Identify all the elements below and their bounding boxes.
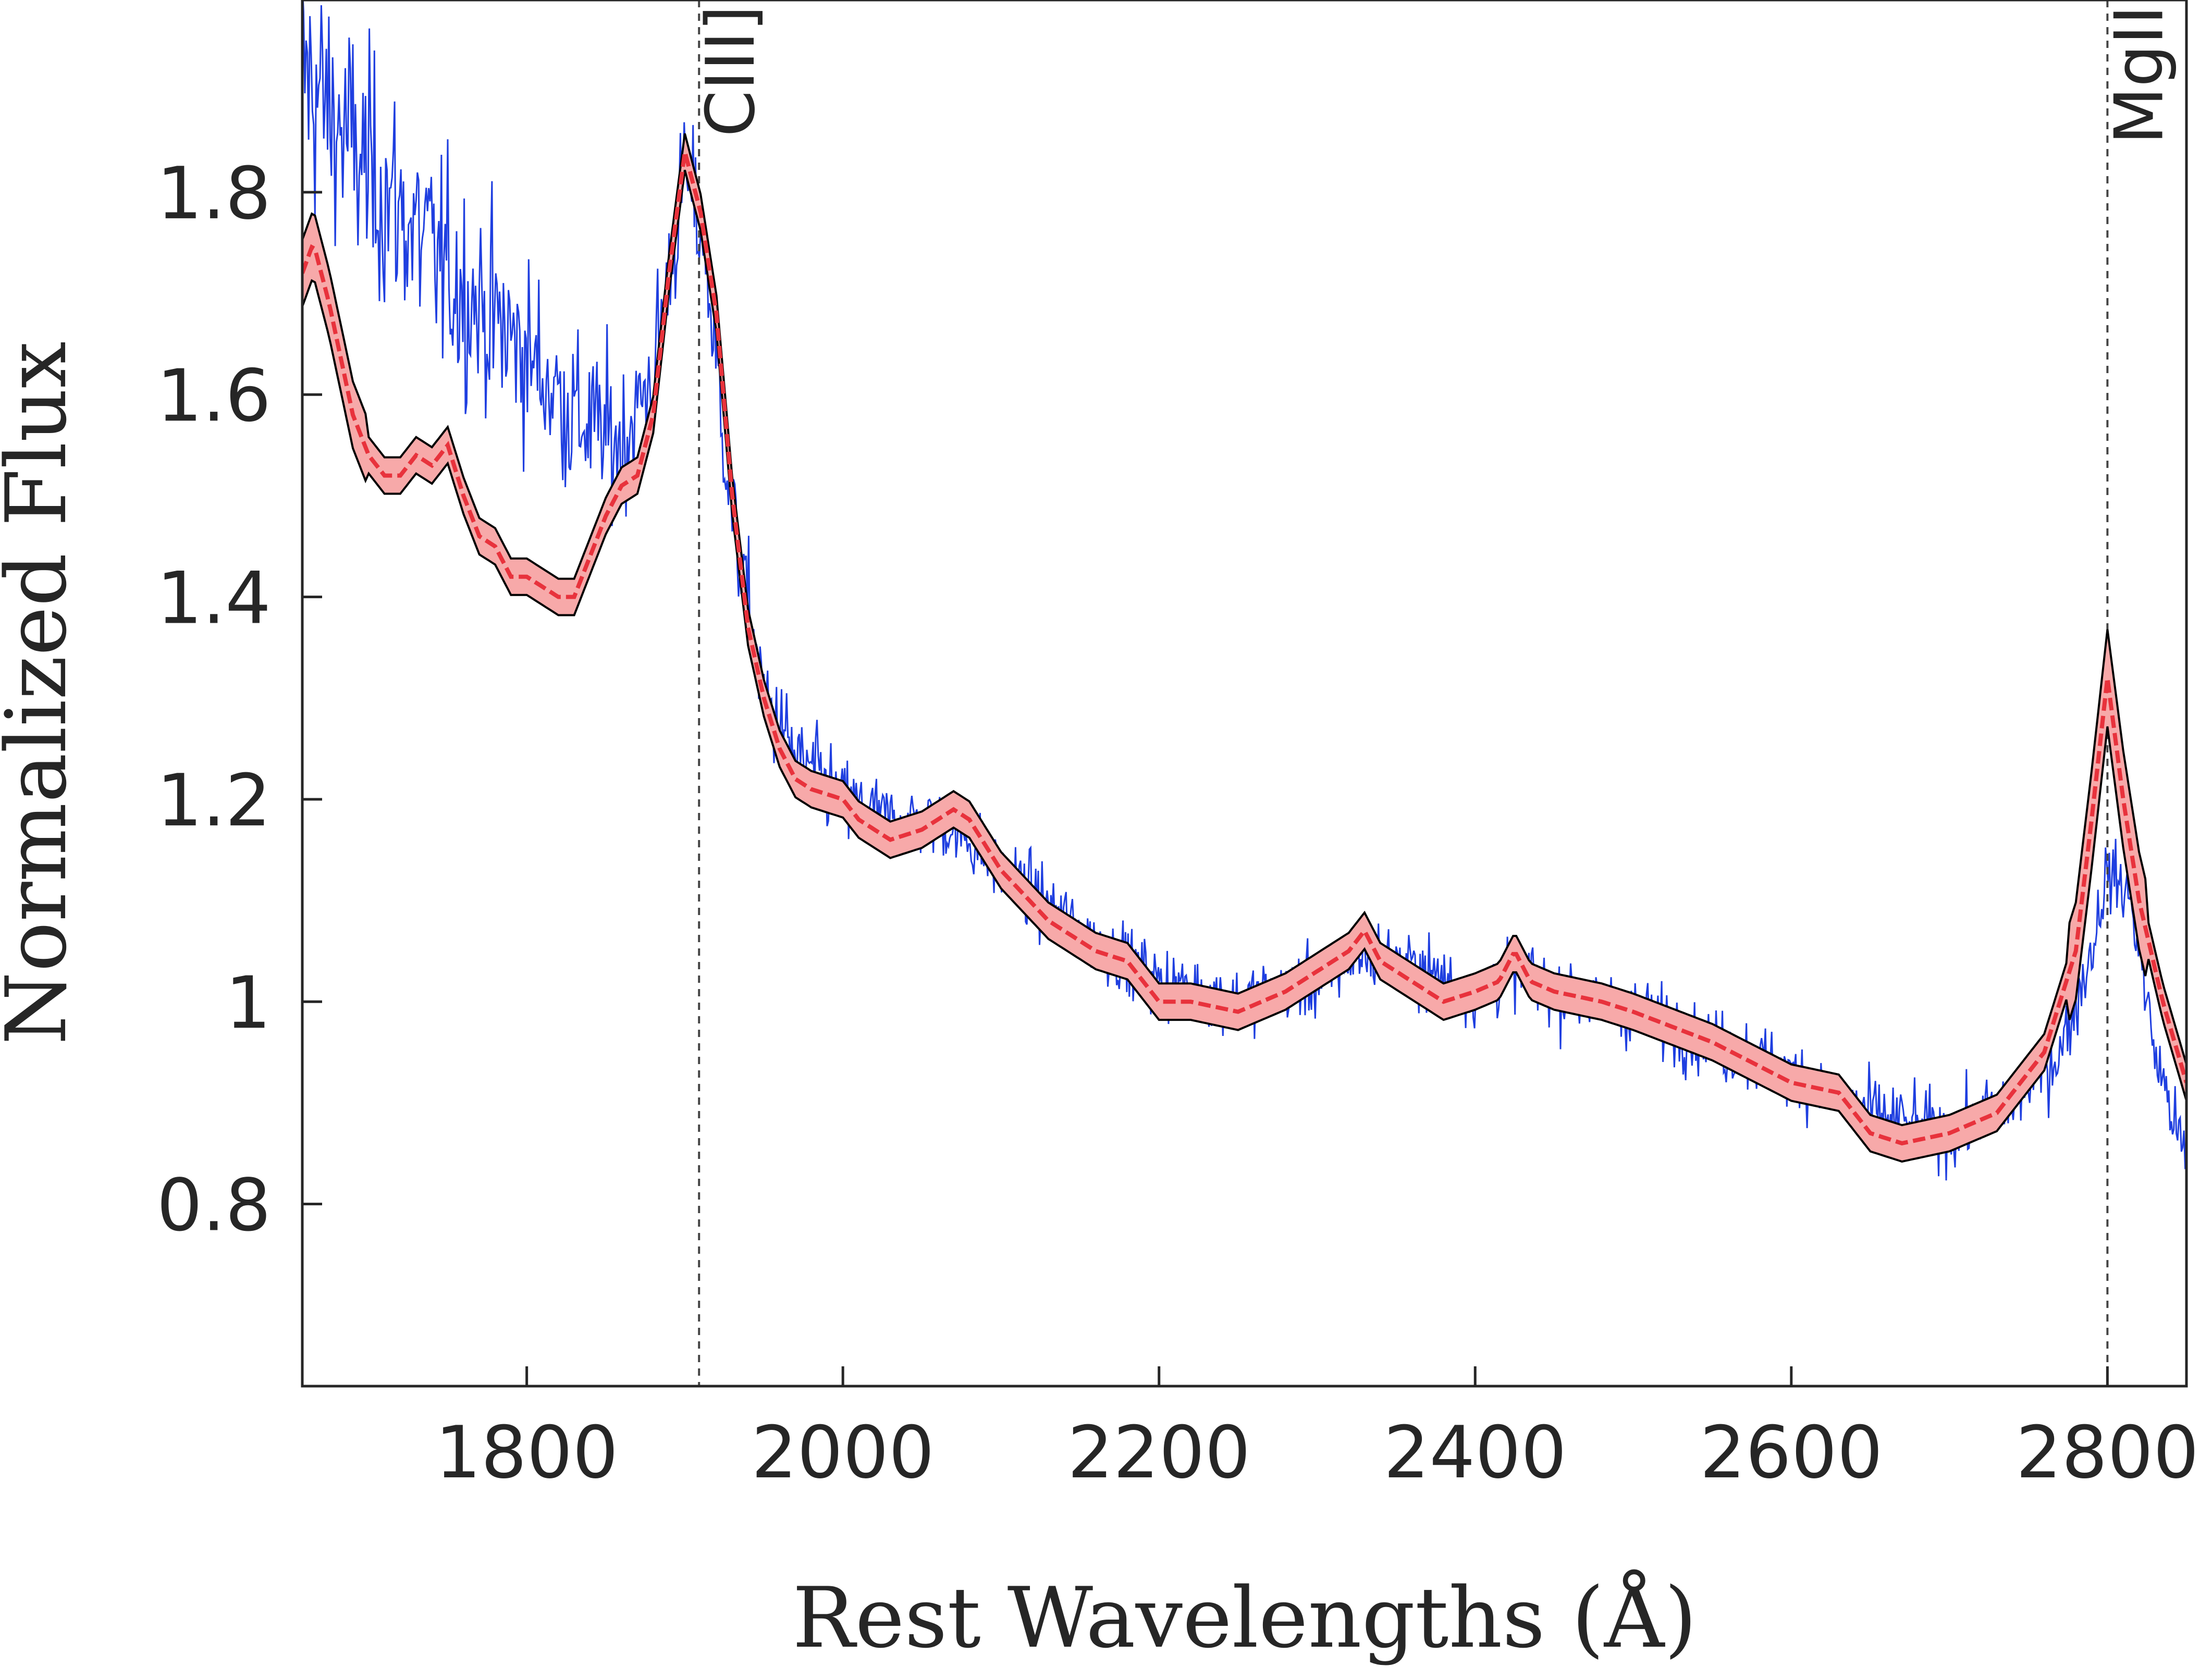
y-axis: 0.8 1 1.2 1.4 1.6 1.8 — [157, 152, 322, 1248]
plot-frame — [301, 0, 2188, 1388]
x-tick-label-3: 2400 — [1384, 1411, 1567, 1495]
emission-line-label-1: MgII — [2100, 5, 2178, 144]
x-tick-label-5: 2800 — [2016, 1411, 2199, 1495]
fit-lower-bound-line — [302, 169, 2186, 1163]
y-axis-title: Normalized Flux — [0, 341, 85, 1045]
y-tick-label-1: 1 — [225, 961, 271, 1045]
x-tick-label-0: 1800 — [435, 1411, 618, 1495]
x-tick-label-4: 2600 — [1700, 1411, 1883, 1495]
fit-band-layer — [302, 133, 2186, 1163]
y-tick-label-5: 1.8 — [157, 152, 271, 236]
y-tick-label-4: 1.6 — [157, 354, 271, 438]
x-tick-label-1: 2000 — [752, 1411, 935, 1495]
y-tick-label-2: 1.2 — [157, 759, 271, 843]
fit-upper-bound-line — [302, 133, 2186, 1127]
y-tick-label-3: 1.4 — [157, 557, 271, 640]
y-tick-label-0: 0.8 — [157, 1164, 271, 1248]
fit-uncertainty-band — [302, 133, 2186, 1162]
emission-line-label-0: CIII] — [692, 5, 770, 137]
emission-line-markers: CIII] MgII — [692, 0, 2178, 1386]
x-axis-title: Rest Wavelengths (Å) — [792, 1569, 1697, 1666]
x-axis: 1800 2000 2200 2400 2600 2800 — [435, 1366, 2199, 1495]
fit-median-line — [302, 151, 2186, 1146]
x-tick-label-2: 2200 — [1067, 1411, 1250, 1495]
